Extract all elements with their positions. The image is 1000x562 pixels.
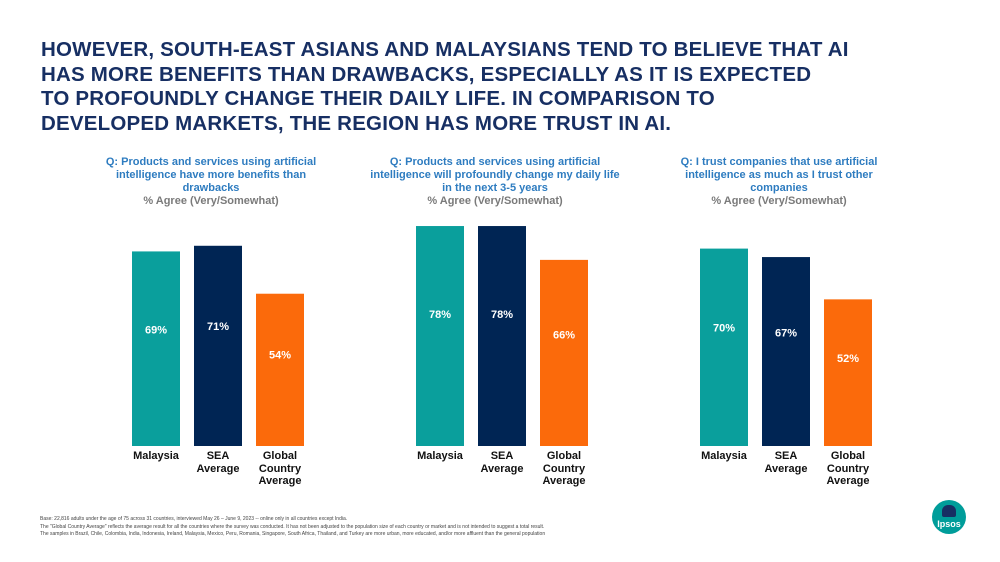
- headline-line: DEVELOPED MARKETS, THE REGION HAS MORE T…: [41, 111, 672, 135]
- bar-chart: 78% 78% 66%: [416, 226, 588, 446]
- question-line: drawbacks: [182, 182, 240, 194]
- category-label: SEA Average: [751, 450, 821, 475]
- category-label-line: Malaysia: [417, 450, 463, 462]
- chart-question: Q: I trust companies that use artificial…: [654, 156, 904, 208]
- bar-malaysia: [132, 251, 180, 446]
- category-label-line: Average: [258, 475, 302, 487]
- category-label-line: Country: [826, 462, 870, 475]
- question-line: companies: [750, 182, 808, 194]
- category-label-line: Average: [826, 475, 870, 487]
- category-label-line: Malaysia: [701, 450, 747, 462]
- category-label-line: Global: [262, 450, 298, 462]
- category-label: Global Country Average: [245, 450, 315, 488]
- question-line: intelligence as much as I trust other: [685, 169, 873, 181]
- data-label: 54%: [269, 350, 291, 362]
- bar-sea-average: [762, 257, 810, 446]
- category-label-line: SEA: [490, 450, 514, 462]
- bar-sea-average: [194, 245, 242, 446]
- bar-sea-average: [478, 226, 526, 446]
- question-line: intelligence will profoundly change my d…: [370, 169, 620, 181]
- bar-global-country-average: [824, 299, 872, 446]
- category-label-line: Global: [546, 450, 582, 462]
- bar-chart: 69% 71% 54%: [132, 245, 304, 446]
- footnote: The "Global Country Average" reflects th…: [40, 523, 545, 530]
- category-label-line: Country: [258, 462, 302, 475]
- category-label-line: Average: [764, 462, 808, 475]
- data-label: 52%: [837, 353, 859, 365]
- chart-metric: % Agree (Very/Somewhat): [711, 195, 847, 207]
- question-line: Q: Products and services using artificia…: [389, 156, 601, 168]
- category-label-line: SEA: [206, 450, 230, 462]
- category-label: Malaysia: [689, 450, 759, 463]
- chart-panel-trust: Q: I trust companies that use artificial…: [654, 156, 904, 496]
- bar-chart: 70% 67% 52%: [700, 248, 872, 446]
- question-line: in the next 3-5 years: [442, 182, 548, 194]
- category-label-line: Malaysia: [133, 450, 179, 462]
- headline-line: HAS MORE BENEFITS THAN DRAWBACKS, ESPECI…: [41, 62, 812, 86]
- category-label: SEA Average: [467, 450, 537, 475]
- footnote: Base: 22,816 adults under the age of 75 …: [40, 516, 348, 522]
- chart-metric: % Agree (Very/Somewhat): [143, 195, 279, 207]
- data-label: 67%: [775, 328, 797, 340]
- category-label-line: SEA: [774, 450, 798, 462]
- logo-mark-icon: [942, 505, 956, 517]
- data-label: 66%: [553, 329, 575, 341]
- chart-question: Q: Products and services using artificia…: [370, 156, 620, 208]
- question-line: Q: Products and services using artificia…: [105, 156, 317, 168]
- category-label: Malaysia: [121, 450, 191, 463]
- category-label: Global Country Average: [529, 450, 599, 488]
- footnotes: Base: 22,816 adults under the age of 75 …: [40, 516, 890, 539]
- chart-metric: % Agree (Very/Somewhat): [427, 195, 563, 207]
- category-label: SEA Average: [183, 450, 253, 475]
- bar-malaysia: [416, 226, 464, 446]
- chart-panel-daily-life: Q: Products and services using artificia…: [370, 156, 620, 496]
- category-label: Malaysia: [405, 450, 475, 463]
- data-label: 70%: [713, 323, 735, 335]
- category-label-line: Average: [542, 475, 586, 487]
- data-label: 78%: [429, 309, 451, 321]
- bar-global-country-average: [540, 259, 588, 446]
- headline-line: HOWEVER, SOUTH-EAST ASIANS AND MALAYSIAN…: [41, 38, 849, 61]
- category-label-line: Global: [830, 450, 866, 462]
- data-label: 78%: [491, 309, 513, 321]
- category-label: Global Country Average: [813, 450, 883, 488]
- headline-line: TO PROFOUNDLY CHANGE THEIR DAILY LIFE. I…: [41, 87, 715, 110]
- question-line: Q: I trust companies that use artificial: [680, 156, 878, 168]
- bar-global-country-average: [256, 293, 304, 446]
- chart-panel-benefits: Q: Products and services using artificia…: [86, 156, 336, 496]
- data-label: 71%: [207, 321, 229, 333]
- category-label-line: Country: [542, 462, 586, 475]
- footnote: The samples in Brazil, Chile, Colombia, …: [40, 531, 546, 537]
- bar-malaysia: [700, 248, 748, 446]
- data-label: 69%: [145, 324, 167, 336]
- headline: HOWEVER, SOUTH-EAST ASIANS AND MALAYSIAN…: [41, 38, 981, 136]
- logo-text: Ipsos: [937, 519, 961, 529]
- ipsos-logo: Ipsos: [932, 500, 966, 534]
- category-label-line: Average: [480, 462, 524, 475]
- chart-question: Q: Products and services using artificia…: [86, 156, 336, 208]
- category-label-line: Average: [196, 462, 240, 475]
- question-line: intelligence have more benefits than: [115, 169, 307, 181]
